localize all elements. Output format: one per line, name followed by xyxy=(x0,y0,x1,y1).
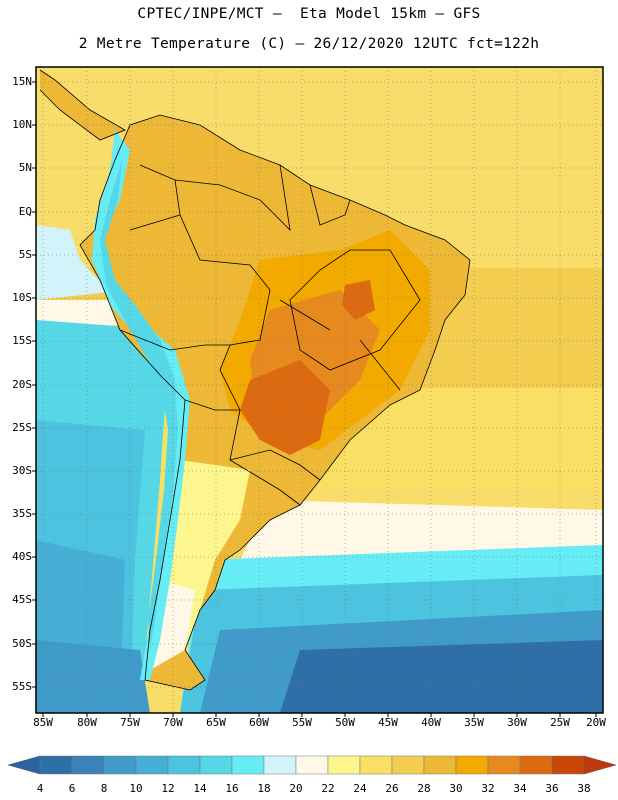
colorbar-tick-label: 30 xyxy=(449,782,463,795)
lon-label: 35W xyxy=(464,716,484,729)
lat-label: 15N xyxy=(12,75,32,88)
pacific-band-8 xyxy=(36,640,150,713)
colorbar-swatch xyxy=(263,755,297,775)
lon-label: 65W xyxy=(206,716,226,729)
lat-label: 35S xyxy=(12,507,32,520)
colorbar-tick-label: 8 xyxy=(100,782,108,795)
country-borders xyxy=(39,69,471,691)
colorbar-tick-label: 10 xyxy=(129,782,143,795)
colorbar-swatch xyxy=(135,755,169,775)
graticule xyxy=(36,67,603,713)
colorbar-tick-label: 36 xyxy=(545,782,559,795)
colorbar-over-arrow xyxy=(583,755,617,775)
hotspot-north xyxy=(342,280,375,320)
temperature-colorbar xyxy=(7,755,617,775)
hotspot-36c xyxy=(240,360,330,455)
lon-label: 55W xyxy=(292,716,312,729)
lat-label: 30S xyxy=(12,464,32,477)
lat-label: 40S xyxy=(12,550,32,563)
colorbar-tick-label: 14 xyxy=(193,782,207,795)
colorbar-swatch xyxy=(295,755,329,775)
colorbar-swatch xyxy=(199,755,233,775)
colorbar-swatch xyxy=(551,755,585,775)
colorbar-swatch xyxy=(327,755,361,775)
lat-label: 55S xyxy=(12,680,32,693)
lon-label: 50W xyxy=(335,716,355,729)
colorbar-tick-label: 22 xyxy=(321,782,335,795)
lon-label: 25W xyxy=(550,716,570,729)
lat-label: 5S xyxy=(18,248,32,261)
lon-label: 40W xyxy=(421,716,441,729)
colorbar-tick-label: 6 xyxy=(68,782,76,795)
colorbar-tick-label: 24 xyxy=(353,782,367,795)
map-frame xyxy=(35,66,604,714)
colorbar-swatch xyxy=(71,755,105,775)
lon-label: 70W xyxy=(163,716,183,729)
lat-label: 50S xyxy=(12,637,32,650)
colorbar-swatch xyxy=(359,755,393,775)
colorbar-swatch xyxy=(423,755,457,775)
lon-label: 85W xyxy=(33,716,53,729)
colorbar-swatch xyxy=(167,755,201,775)
lat-label: 5N xyxy=(18,161,32,174)
lon-label: 30W xyxy=(507,716,527,729)
lat-label: 20S xyxy=(12,378,32,391)
atlantic-band-4 xyxy=(280,640,603,713)
lat-label: 10N xyxy=(12,118,32,131)
lat-label: EQ xyxy=(18,205,32,218)
temperature-field xyxy=(36,67,603,713)
lat-label: 45S xyxy=(12,593,32,606)
colorbar-tick-label: 4 xyxy=(36,782,44,795)
colorbar-swatch xyxy=(487,755,521,775)
colorbar-tick-label: 18 xyxy=(257,782,271,795)
lat-label: 25S xyxy=(12,421,32,434)
colorbar-tick-label: 16 xyxy=(225,782,239,795)
axis-ticks xyxy=(32,81,597,717)
lon-label: 75W xyxy=(120,716,140,729)
lon-label: 20W xyxy=(586,716,606,729)
colorbar-swatch xyxy=(39,755,73,775)
pacific-band-18 xyxy=(36,225,110,300)
colorbar-swatch xyxy=(519,755,553,775)
lat-label: 10S xyxy=(12,291,32,304)
lon-label: 80W xyxy=(77,716,97,729)
colorbar-swatch xyxy=(231,755,265,775)
andes-coldest xyxy=(100,160,178,650)
title-line-2: 2 Metre Temperature (C) — 26/12/2020 12U… xyxy=(78,36,540,52)
colorbar-swatch xyxy=(455,755,489,775)
colorbar-tick-label: 20 xyxy=(289,782,303,795)
colorbar-swatch xyxy=(103,755,137,775)
colorbar-tick-label: 34 xyxy=(513,782,527,795)
colorbar-tick-label: 32 xyxy=(481,782,495,795)
lon-label: 60W xyxy=(249,716,269,729)
colorbar-swatch xyxy=(391,755,425,775)
lat-label: 15S xyxy=(12,334,32,347)
colorbar-tick-label: 38 xyxy=(577,782,591,795)
colorbar-under-arrow xyxy=(7,755,41,775)
colorbar-tick-label: 26 xyxy=(385,782,399,795)
central-america xyxy=(40,70,125,140)
colorbar-tick-label: 28 xyxy=(417,782,431,795)
title-line-1: CPTEC/INPE/MCT — Eta Model 15km — GFS xyxy=(137,6,481,22)
colorbar-tick-label: 12 xyxy=(161,782,175,795)
lon-label: 45W xyxy=(378,716,398,729)
